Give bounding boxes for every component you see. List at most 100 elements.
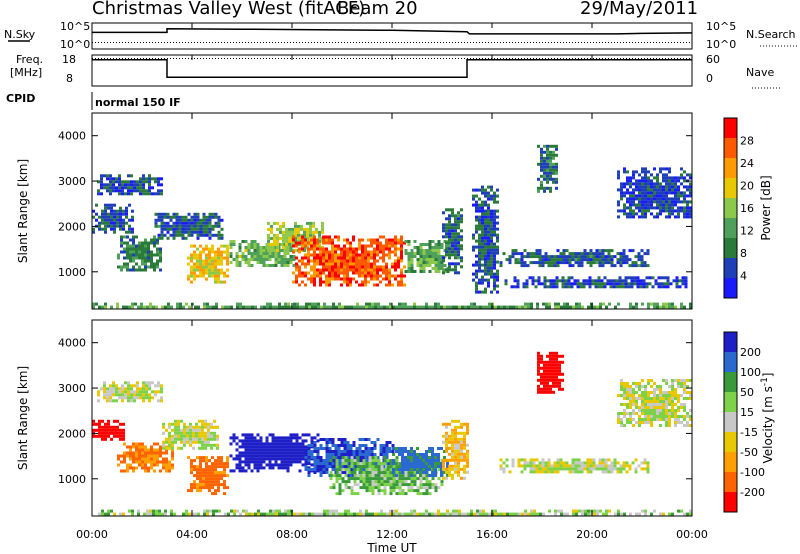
heatmap-cell	[118, 387, 121, 391]
heatmap-cell	[313, 265, 316, 269]
heatmap-cell	[647, 200, 650, 204]
heatmap-cell	[392, 486, 396, 490]
heatmap-cell	[241, 442, 245, 446]
heatmap-cell	[544, 261, 548, 265]
heatmap-cell	[615, 282, 619, 286]
heatmap-cell	[129, 445, 132, 449]
heatmap-cell	[493, 263, 496, 267]
heatmap-cell	[205, 268, 208, 272]
heatmap-cell	[668, 209, 671, 213]
heatmap-cell	[431, 261, 435, 264]
heatmap-cell	[220, 459, 223, 463]
heatmap-cell	[179, 305, 182, 309]
heatmap-cell	[442, 440, 445, 444]
heatmap-cell	[130, 189, 133, 193]
heatmap-cell	[493, 266, 496, 270]
heatmap-cell	[555, 180, 558, 184]
heatmap-cell	[484, 272, 487, 276]
heatmap-cell	[460, 247, 463, 251]
heatmap-cell	[428, 255, 432, 258]
heatmap-cell	[254, 305, 257, 309]
heatmap-cell	[520, 261, 524, 265]
heatmap-cell	[422, 261, 426, 264]
heatmap-cell	[196, 262, 199, 266]
heatmap-cell	[362, 483, 366, 487]
heatmap-cell	[388, 250, 391, 254]
heatmap-cell	[332, 483, 336, 487]
heatmap-cell	[208, 265, 211, 269]
heatmap-cell	[361, 247, 364, 251]
heatmap-cell	[125, 209, 128, 213]
heatmap-cell	[97, 390, 100, 394]
heatmap-cell	[326, 305, 329, 309]
heatmap-cell	[277, 457, 281, 461]
heatmap-cell	[665, 412, 668, 415]
heatmap-cell	[547, 464, 551, 468]
heatmap-cell	[180, 428, 183, 432]
heatmap-cell	[448, 232, 451, 236]
heatmap-cell	[271, 433, 275, 437]
heatmap-cell	[168, 431, 171, 435]
heatmap-cell	[137, 305, 140, 309]
heatmap-cell	[481, 230, 484, 234]
heatmap-cell	[187, 262, 190, 266]
heatmap-cell	[626, 382, 629, 385]
heatmap-cell	[301, 454, 305, 458]
heatmap-cell	[422, 264, 426, 267]
heatmap-cell	[391, 444, 395, 447]
heatmap-cell	[636, 285, 640, 289]
heatmap-cell	[289, 258, 293, 261]
heatmap-cell	[568, 252, 572, 256]
heatmap-cell	[499, 264, 503, 268]
heatmap-cell	[331, 256, 334, 260]
heatmap-cell	[552, 390, 555, 394]
heatmap-cell	[297, 230, 300, 234]
heatmap-cell	[641, 421, 644, 424]
heatmap-cell	[122, 422, 125, 426]
heatmap-cell	[496, 194, 499, 198]
heatmap-cell	[122, 221, 125, 225]
heatmap-cell	[634, 458, 638, 462]
heatmap-cell	[319, 444, 323, 447]
heatmap-cell	[312, 233, 315, 237]
heatmap-cell	[561, 378, 564, 382]
heatmap-cell	[129, 247, 132, 251]
heatmap-cell	[129, 268, 132, 272]
heatmap-cell	[674, 200, 677, 204]
heatmap-cell	[205, 224, 209, 228]
heatmap-cell	[454, 256, 457, 260]
heatmap-cell	[356, 477, 360, 481]
heatmap-cell	[416, 246, 420, 249]
heatmap-cell	[183, 431, 186, 435]
heatmap-cell	[223, 492, 226, 496]
heatmap-cell	[410, 489, 414, 493]
heatmap-cell	[413, 480, 417, 484]
heatmap-cell	[505, 458, 509, 462]
heatmap-cell	[358, 450, 362, 453]
heatmap-cell	[118, 174, 121, 178]
heatmap-cell	[689, 182, 692, 186]
heatmap-cell	[487, 242, 490, 246]
heatmap-cell	[385, 253, 388, 257]
heatmap-cell	[198, 428, 201, 432]
heatmap-cell	[555, 162, 558, 166]
heatmap-cell	[623, 391, 626, 394]
heatmap-cell	[229, 469, 233, 473]
heatmap-cell	[401, 302, 404, 306]
heatmap-cell	[337, 259, 340, 263]
heatmap-cell	[460, 229, 463, 233]
heatmap-cell	[211, 244, 214, 248]
heatmap-cell	[490, 272, 493, 276]
heatmap-cell	[472, 194, 475, 198]
heatmap-cell	[107, 206, 110, 210]
heatmap-cell	[268, 252, 272, 255]
heatmap-cell	[650, 185, 653, 189]
heatmap-cell	[555, 279, 559, 283]
heatmap-cell	[635, 194, 638, 198]
heatmap-cell	[472, 263, 475, 267]
heatmap-cell	[133, 189, 136, 193]
heatmap-cell	[247, 258, 251, 261]
heatmap-cell	[481, 185, 484, 189]
heatmap-cell	[683, 209, 686, 213]
heatmap-cell	[466, 464, 469, 468]
